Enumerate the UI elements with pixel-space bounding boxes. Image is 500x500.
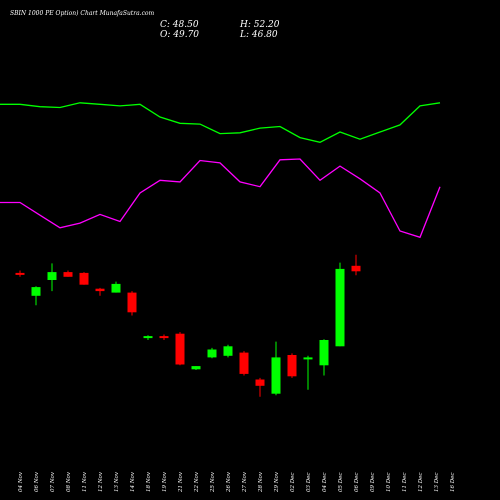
high-value: H: 52.20 (239, 20, 280, 30)
candle-body (15, 272, 25, 275)
x-tick-label: 03 Dec (306, 473, 312, 493)
open-value: O: 49.70 (160, 30, 199, 40)
x-tick-label: 27 Nov (242, 471, 248, 493)
candle-6 (95, 287, 105, 296)
x-tick-label: 11 Dec (402, 473, 408, 493)
candle-21 (335, 262, 345, 347)
x-tick-label: 05 Dec (338, 473, 344, 493)
candle-16 (255, 377, 265, 397)
candle-body (111, 283, 121, 293)
x-axis-labels: 04 Nov 06 Nov 07 Nov 08 Nov 11 Nov 12 Nov 13 N… (18, 471, 456, 493)
candle-1 (15, 270, 25, 277)
candle-17 (271, 341, 281, 396)
candle-body (319, 340, 329, 366)
x-tick-label: 10 Dec (386, 473, 392, 493)
candle-body (335, 268, 345, 347)
candle-7 (111, 281, 121, 293)
x-tick-label: 13 Nov (114, 471, 120, 492)
candle-body (95, 288, 105, 292)
x-tick-label: 06 Nov (34, 471, 40, 492)
x-tick-label: 26 Nov (226, 471, 232, 493)
candle-body (351, 265, 361, 272)
candle-4 (63, 270, 73, 277)
candle-body (79, 272, 89, 285)
candle-body (207, 349, 217, 358)
candle-body (271, 357, 281, 394)
x-tick-label: 12 Dec (418, 473, 424, 493)
x-tick-label: 29 Nov (274, 471, 280, 493)
candle-body (31, 287, 41, 296)
candle-5 (79, 272, 89, 285)
candle-22 (351, 254, 361, 276)
candle-18 (287, 353, 297, 378)
candle-body (191, 366, 201, 370)
x-tick-label: 21 Nov (178, 471, 184, 493)
candle-13 (207, 347, 217, 359)
candle-body (175, 333, 185, 365)
candle-11 (175, 332, 185, 366)
indicator-line-1 (0, 102, 441, 143)
candle-15 (239, 351, 249, 376)
x-tick-label: 12 Nov (98, 471, 104, 492)
x-tick-label: 11 Nov (82, 471, 88, 492)
candle-body (63, 272, 73, 277)
x-tick-label: 04 Dec (322, 473, 328, 493)
x-tick-label: 04 Nov (18, 471, 24, 492)
x-tick-label: 22 Nov (194, 471, 200, 493)
candle-20 (319, 339, 329, 376)
candle-body (287, 355, 297, 377)
x-tick-label: 06 Dec (354, 473, 360, 493)
low-value: L: 46.80 (239, 30, 278, 40)
candle-9 (143, 335, 153, 340)
indicator-line-2 (0, 158, 441, 239)
x-tick-label: 13 Dec (434, 473, 440, 493)
x-tick-label: 14 Nov (130, 471, 136, 492)
x-tick-label: 28 Nov (258, 471, 264, 493)
candle-body (159, 336, 169, 339)
candle-body (303, 357, 313, 360)
candle-body (223, 346, 233, 356)
candles (15, 254, 361, 397)
candle-2 (31, 286, 41, 306)
candle-8 (127, 291, 137, 316)
x-tick-label: 07 Nov (50, 471, 56, 492)
candle-body (255, 379, 265, 386)
x-tick-label: 16 Dec (450, 473, 456, 493)
candle-3 (47, 263, 57, 292)
candle-body (47, 272, 57, 280)
candle-body (143, 336, 153, 339)
candle-12 (191, 366, 201, 370)
indicator-lines (0, 102, 441, 239)
x-tick-label: 02 Dec (290, 473, 296, 493)
x-tick-label: 08 Nov (66, 471, 72, 492)
candle-14 (223, 344, 233, 358)
candle-body (127, 292, 137, 313)
close-value: C: 48.50 (160, 20, 199, 30)
chart-title: SBIN 1000 PE Option) Chart MunafaSutra.c… (10, 10, 155, 17)
x-tick-label: 25 Nov (210, 471, 216, 493)
x-tick-label: 09 Dec (370, 473, 376, 493)
candle-19 (303, 355, 313, 390)
candle-body (239, 352, 249, 374)
x-tick-label: 19 Nov (162, 471, 168, 492)
candle-10 (159, 334, 169, 340)
x-tick-label: 18 Nov (146, 471, 152, 492)
